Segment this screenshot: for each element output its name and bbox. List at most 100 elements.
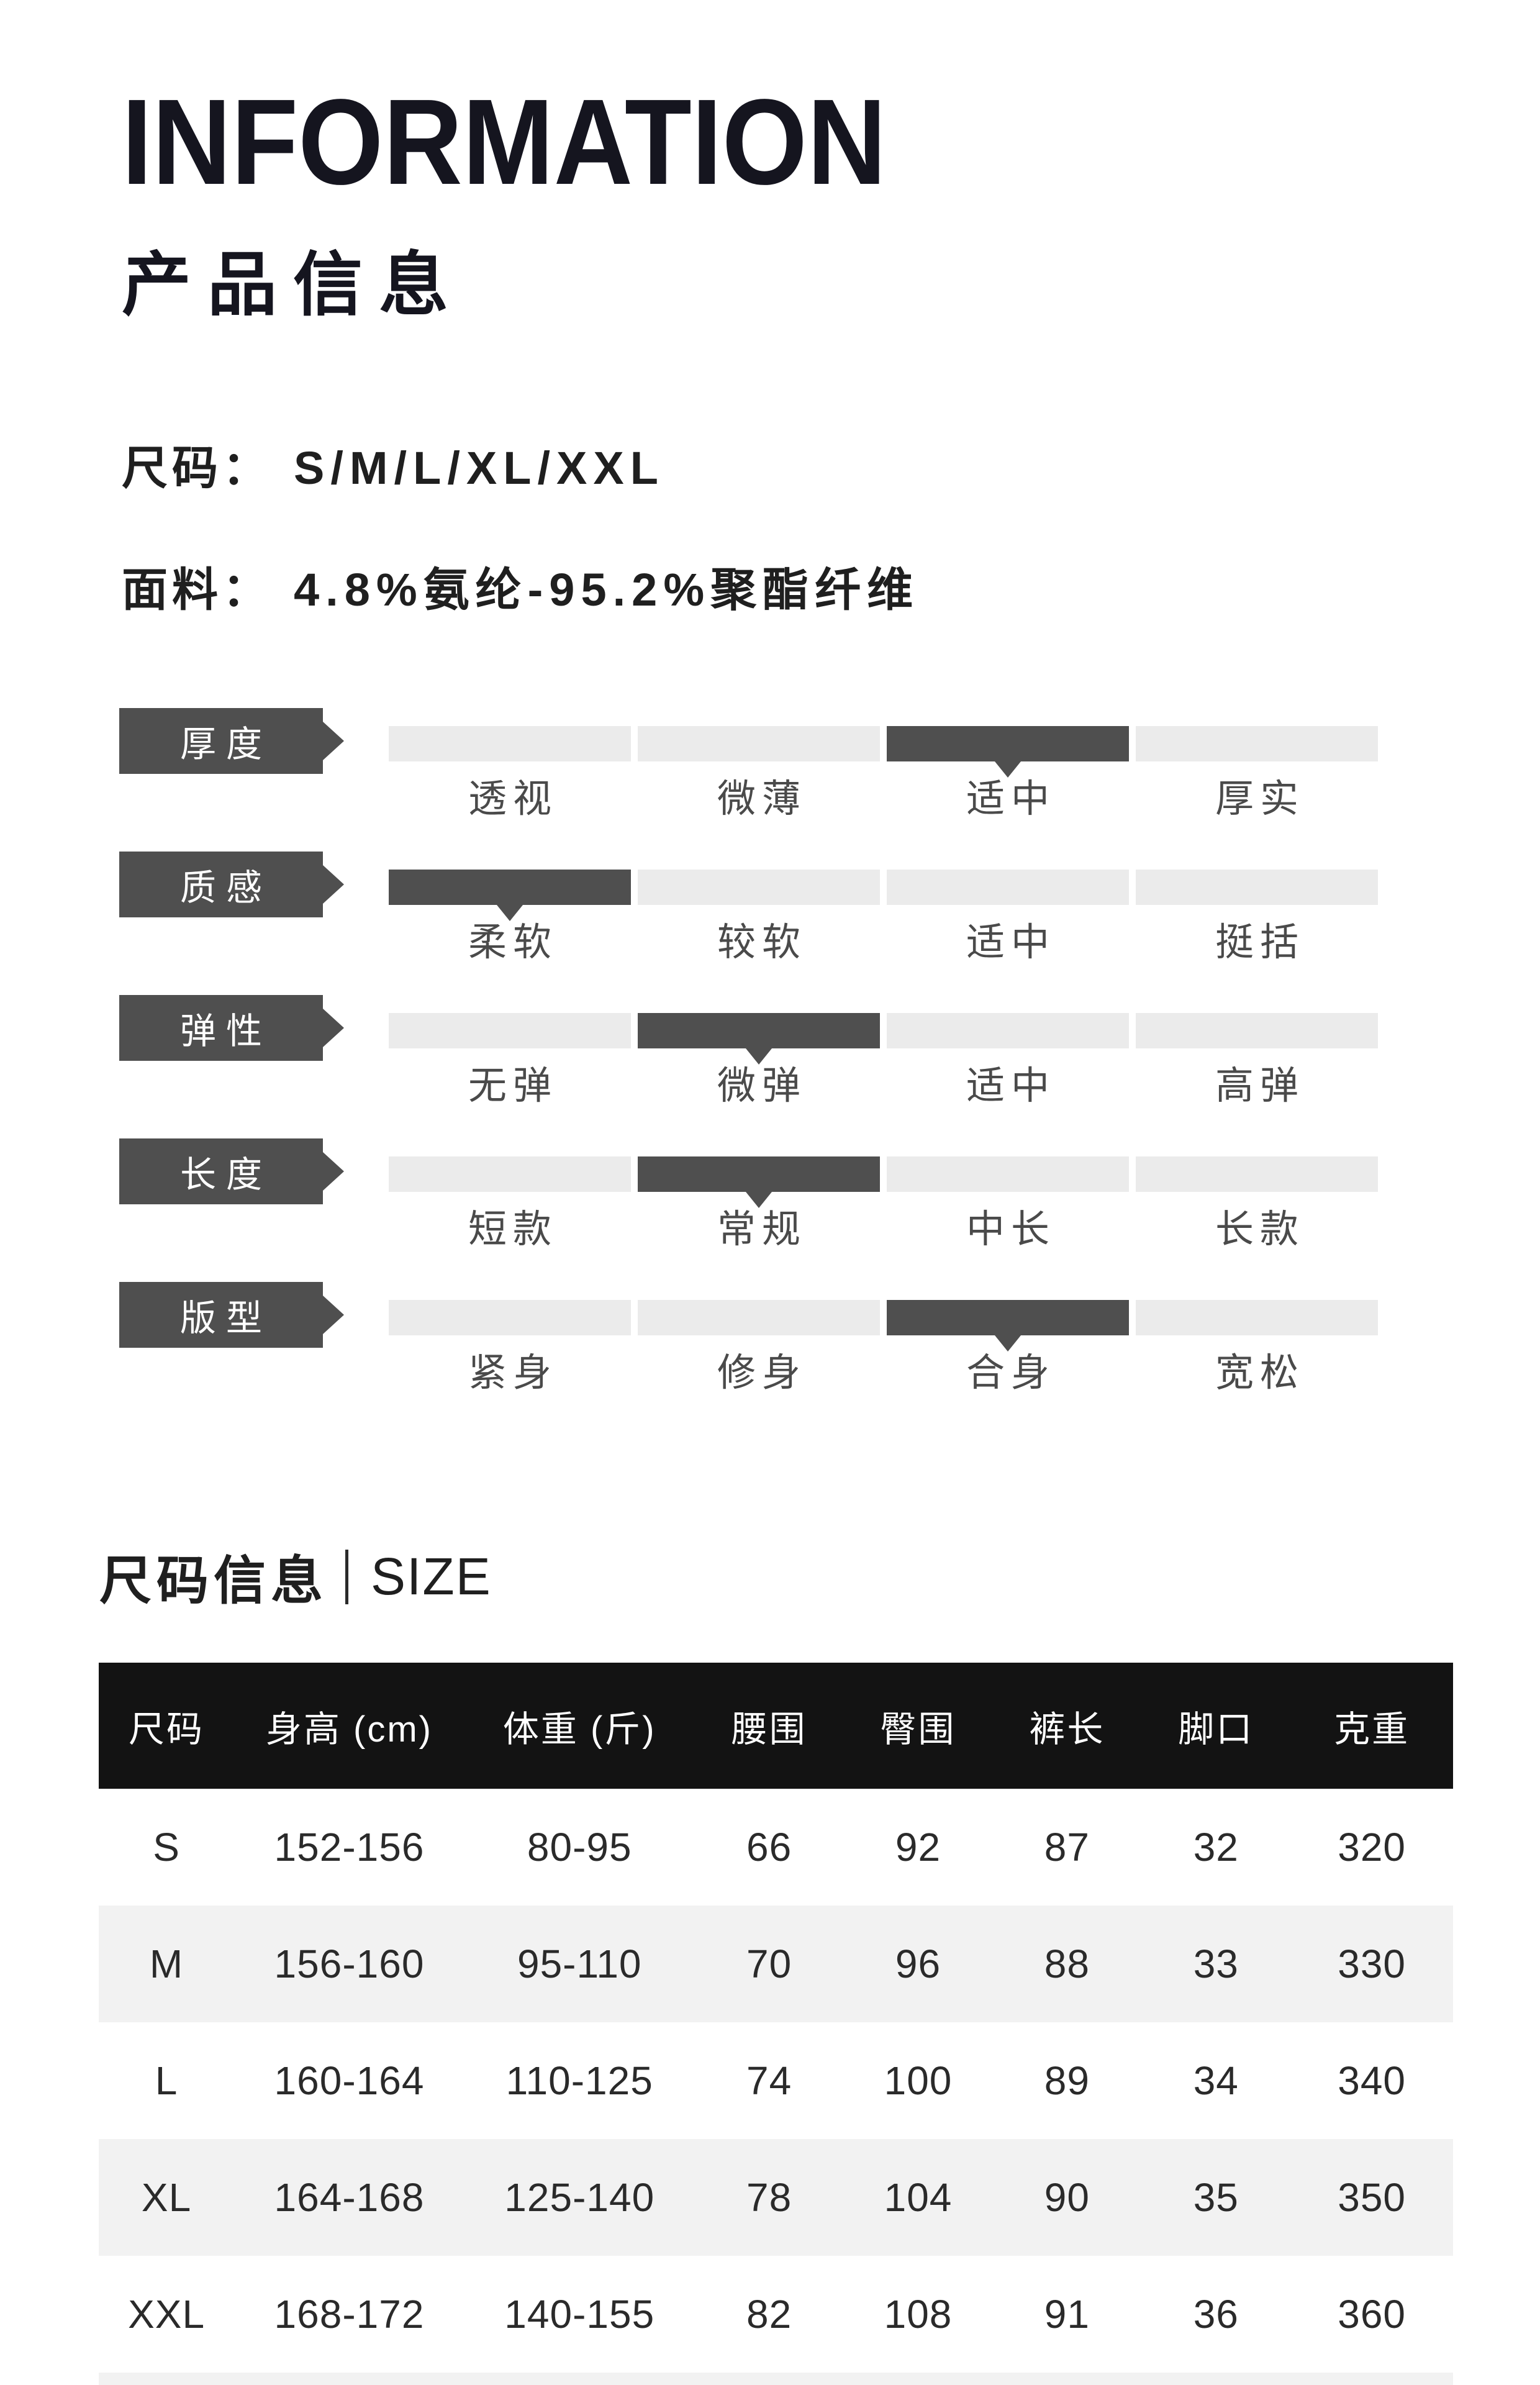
table-cell: 88: [1044, 1942, 1090, 1986]
scale-segment: [389, 1156, 631, 1192]
scale-segment: [1136, 726, 1378, 761]
attribute-row: 弹性无弹 微弹 适中 高弹: [0, 995, 1540, 1138]
scale-segment-active: [638, 1156, 880, 1192]
spec-size-line: 尺码： S/M/L/XL/XXL: [122, 431, 664, 497]
table-cell: 100: [884, 2058, 953, 2103]
scale-segment: [638, 870, 880, 905]
attribute-label: 厚度: [119, 708, 323, 774]
attribute-row: 版型 紧身 修身 合身 宽松: [0, 1282, 1540, 1425]
table-cell: 320: [1338, 1825, 1406, 1869]
table-row-XL: XL 164-168 125-140 78 104 90 35 350: [99, 2139, 1453, 2256]
table-cell: XXL: [128, 2292, 206, 2337]
scale-segment: [638, 1300, 880, 1335]
table-cell: 350: [1338, 2175, 1406, 2220]
attribute-label: 长度: [119, 1138, 323, 1204]
column-header: 身高 (cm): [265, 1709, 433, 1750]
scale-segment: [1136, 1156, 1378, 1192]
table-cell: 78: [746, 2175, 792, 2220]
scale-option-label: 长款: [1215, 1208, 1305, 1251]
scale-option-label: 合身: [966, 1352, 1056, 1394]
scale-option-label: 高弹: [1215, 1065, 1305, 1107]
table-cell: M: [149, 1942, 184, 1986]
table-row-XXL: XXL 168-172 140-155 82 108 91 36 360: [99, 2256, 1453, 2373]
table-cell: L: [155, 2058, 178, 2103]
table-cell: XL: [141, 2175, 192, 2220]
attribute-label: 弹性: [119, 995, 323, 1061]
scale-segment: [887, 870, 1129, 905]
spec-size-value: S/M/L/XL/XXL: [294, 442, 664, 494]
attribute-row: 厚度 透视 微薄 适中 厚实: [0, 708, 1540, 852]
table-cell: 140-155: [504, 2292, 655, 2337]
table-cell: 340: [1338, 2058, 1406, 2103]
spec-fabric-label: 面料：: [122, 564, 273, 616]
scale-option-label: 短款: [468, 1208, 558, 1251]
table-cell: 168-172: [274, 2292, 425, 2337]
table-cell: 89: [1044, 2058, 1090, 2103]
table-cell: 91: [1044, 2292, 1090, 2337]
spec-fabric-value: 4.8%氨纶-95.2%聚酯纤维: [294, 564, 920, 616]
table-cell: 66: [746, 1825, 792, 1869]
attribute-label: 版型: [119, 1282, 323, 1348]
scale-option-label: 中长: [966, 1208, 1056, 1251]
spec-size-label: 尺码：: [122, 442, 273, 494]
next-row-sliver: [99, 2373, 1453, 2385]
table-cell: 108: [884, 2292, 953, 2337]
size-heading-divider: [345, 1549, 349, 1604]
table-cell: 96: [895, 1942, 941, 1986]
table-cell: 36: [1193, 2292, 1239, 2337]
table-cell: 104: [884, 2175, 953, 2220]
scale-option-label: 柔软: [468, 921, 558, 964]
scale-segment-active: [887, 1300, 1129, 1335]
scale-option-label: 挺括: [1215, 921, 1305, 964]
table-cell: 164-168: [274, 2175, 425, 2220]
table-cell: 160-164: [274, 2058, 425, 2103]
table-row-S: S 152-156 80-95 66 92 87 32 320: [99, 1789, 1453, 1906]
size-heading-cn: 尺码信息: [99, 1551, 328, 1610]
scale-option-label: 适中: [966, 1065, 1056, 1107]
table-cell: 32: [1193, 1825, 1239, 1869]
scale-segment: [1136, 1300, 1378, 1335]
scale-option-label: 无弹: [468, 1065, 558, 1107]
table-row-L: L 160-164 110-125 74 100 89 34 340: [99, 2022, 1453, 2139]
scale-segment: [887, 1013, 1129, 1048]
column-header: 腰围: [731, 1709, 807, 1750]
table-cell: 33: [1193, 1942, 1239, 1986]
scale-option-label: 适中: [966, 921, 1056, 964]
scale-segment: [638, 726, 880, 761]
scale-option-label: 宽松: [1215, 1352, 1305, 1394]
scale-option-label: 微弹: [717, 1065, 807, 1107]
size-heading-en: SIZE: [371, 1547, 492, 1606]
scale-segment-active: [887, 726, 1129, 761]
table-cell: 95-110: [517, 1942, 642, 1986]
attribute-row: 质感 柔软 较软 适中 挺括: [0, 852, 1540, 995]
page-subtitle: 产品信息: [122, 246, 464, 324]
scale-segment: [887, 1156, 1129, 1192]
scale-segment: [389, 726, 631, 761]
scale-segment-active: [389, 870, 631, 905]
column-header: 克重: [1334, 1709, 1410, 1750]
table-cell: 152-156: [274, 1825, 425, 1869]
page-title: INFORMATION: [122, 74, 887, 210]
table-cell: 125-140: [504, 2175, 655, 2220]
scale-option-label: 适中: [966, 778, 1056, 820]
table-cell: 330: [1338, 1942, 1406, 1986]
scale-option-label: 常规: [717, 1208, 807, 1251]
scale-option-label: 厚实: [1215, 778, 1305, 820]
column-header: 脚口: [1178, 1709, 1254, 1750]
size-section-heading: 尺码信息 SIZE: [99, 1539, 492, 1614]
table-cell: 35: [1193, 2175, 1239, 2220]
table-cell: 360: [1338, 2292, 1406, 2337]
scale-segment: [1136, 1013, 1378, 1048]
column-header: 尺码: [129, 1709, 205, 1750]
spec-fabric-line: 面料： 4.8%氨纶-95.2%聚酯纤维: [122, 553, 919, 619]
attribute-label: 质感: [119, 852, 323, 917]
size-table-header-row: 尺码 身高 (cm) 体重 (斤) 腰围 臀围 裤长 脚口 克重: [99, 1663, 1453, 1789]
table-cell: 110-125: [505, 2058, 653, 2103]
table-cell: 82: [746, 2292, 792, 2337]
scale-segment: [389, 1013, 631, 1048]
size-table: 尺码 身高 (cm) 体重 (斤) 腰围 臀围 裤长 脚口 克重 S 152-156 80-95 6…: [99, 1663, 1453, 2373]
scale-segment: [1136, 870, 1378, 905]
table-cell: 74: [746, 2058, 792, 2103]
table-cell: 80-95: [527, 1825, 632, 1869]
